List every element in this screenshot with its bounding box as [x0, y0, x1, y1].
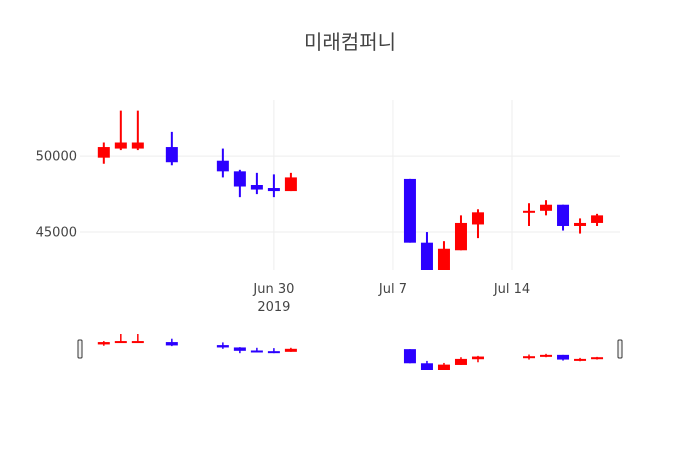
rangeslider-track: [80, 332, 620, 372]
candle-body: [471, 212, 484, 225]
candle-increasing: [574, 218, 587, 234]
rangeslider-candle: [523, 354, 536, 360]
candle-decreasing: [233, 169, 246, 198]
chart-title: 미래컴퍼니: [304, 30, 396, 54]
rangeslider-candle: [97, 341, 110, 346]
candle-body: [216, 160, 229, 172]
candles-group: [97, 110, 604, 270]
candle-body: [267, 188, 280, 192]
rangeslider-body: [471, 356, 484, 360]
candle-increasing: [131, 110, 144, 151]
candle-increasing: [454, 215, 467, 251]
rangeslider-body: [403, 349, 416, 364]
candle-body: [131, 142, 144, 149]
candle-body: [97, 147, 110, 158]
candle-decreasing: [557, 204, 570, 231]
candle-body: [591, 215, 604, 223]
rangeslider-candle: [165, 338, 178, 347]
rangeslider-candle: [403, 349, 416, 364]
rangeslider-body: [591, 357, 604, 360]
candle-decreasing: [165, 131, 178, 166]
rangeslider-right-handle[interactable]: [617, 339, 623, 359]
x-tick-sublabel: 2019: [257, 300, 290, 315]
rangeslider-candle: [420, 360, 433, 370]
rangeslider-body: [216, 345, 229, 348]
rangeslider-body: [97, 342, 110, 345]
candle-increasing: [114, 110, 127, 151]
rangeslider-candle: [267, 348, 280, 354]
candle-increasing: [471, 209, 484, 239]
rangeslider-candle: [471, 355, 484, 363]
rangeslider-body: [267, 351, 280, 354]
candle-body: [114, 142, 127, 149]
candle-body: [250, 185, 263, 190]
rangeslider-candle: [557, 354, 570, 361]
candle-increasing: [523, 203, 536, 226]
candle-decreasing: [216, 148, 229, 178]
candle-body: [540, 204, 553, 211]
candle-body: [574, 222, 587, 226]
candle-increasing: [540, 200, 553, 216]
candle-body: [284, 177, 297, 192]
candle-increasing: [97, 142, 110, 164]
rangeslider-candle: [574, 357, 587, 362]
candle-body: [523, 210, 536, 213]
candle-increasing: [437, 241, 450, 270]
y-tick-label: 45000: [36, 226, 77, 241]
y-tick-label: 50000: [36, 150, 77, 165]
candle-increasing: [284, 172, 297, 192]
candle-decreasing: [250, 172, 263, 195]
rangeslider-body: [131, 341, 144, 344]
candle-body: [233, 171, 246, 187]
y-axis-ticks: 45000 50000: [36, 150, 77, 241]
rangeslider-body: [420, 363, 433, 370]
rangeslider-candle: [131, 334, 144, 344]
rangeslider-body: [540, 354, 553, 357]
candle-body: [403, 178, 416, 243]
rangeslider-body: [114, 341, 127, 344]
candle-increasing: [591, 213, 604, 226]
rangeslider-body: [165, 342, 178, 346]
rangeslider-body: [250, 350, 263, 353]
rangeslider-candle: [454, 357, 467, 365]
rangeslider-body: [574, 358, 587, 361]
rangeslider-body: [233, 347, 246, 351]
grid-lines: [80, 100, 620, 270]
rangeslider-body: [437, 364, 450, 370]
candle-decreasing: [267, 174, 280, 198]
rangeslider-candle: [216, 342, 229, 349]
candle-body: [454, 222, 467, 251]
rangeslider-body: [454, 358, 467, 365]
rangeslider-left-handle[interactable]: [77, 339, 83, 359]
candle-decreasing: [420, 232, 433, 270]
rangeslider-candle: [540, 353, 553, 358]
x-tick-label: Jul 7: [378, 282, 407, 297]
rangeslider-candle: [250, 347, 263, 353]
rangeslider-candle: [284, 347, 297, 352]
rangeslider-body: [284, 348, 297, 352]
candle-body: [557, 204, 570, 226]
range-slider[interactable]: [77, 332, 623, 372]
candle-body: [437, 248, 450, 270]
x-tick-label: Jul 14: [493, 282, 530, 297]
rangeslider-candle: [114, 334, 127, 344]
x-axis-ticks: Jun 30 2019 Jul 7 Jul 14: [252, 282, 530, 315]
rangeslider-candle: [437, 362, 450, 370]
candle-body: [165, 147, 178, 163]
rangeslider-body: [523, 356, 536, 359]
candle-body: [420, 242, 433, 270]
rangeslider-candle: [233, 347, 246, 354]
x-tick-label: Jun 30: [252, 282, 294, 297]
candle-decreasing: [403, 178, 416, 243]
rangeslider-body: [557, 354, 570, 360]
rangeslider-candle: [591, 356, 604, 360]
